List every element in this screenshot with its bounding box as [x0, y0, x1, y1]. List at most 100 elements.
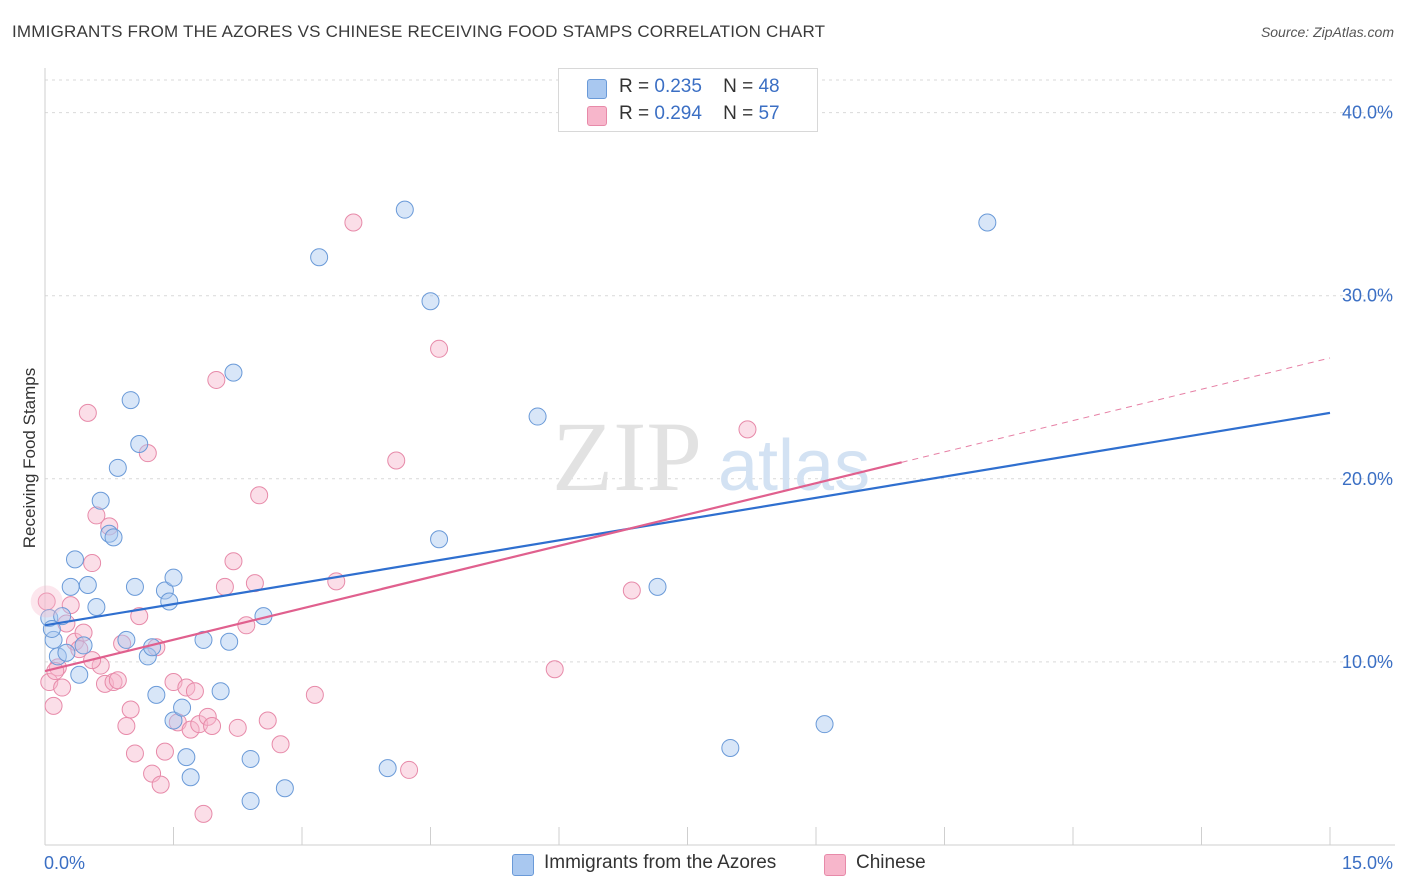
point-chinese — [100, 517, 119, 536]
point-chinese-large — [30, 585, 63, 618]
point-chinese — [622, 581, 641, 600]
trend-line-chinese-extension — [901, 357, 1331, 463]
point-chinese — [258, 711, 277, 730]
point-chinese — [74, 623, 93, 642]
point-chinese — [130, 607, 149, 626]
bottom-legend-swatch-chinese — [824, 854, 846, 876]
data-points — [30, 200, 997, 823]
x-tick-label: 0.0% — [44, 853, 85, 873]
legend-swatch-azores — [587, 79, 607, 99]
point-azores — [395, 200, 414, 219]
point-chinese — [121, 700, 140, 719]
point-chinese — [108, 671, 127, 690]
point-azores — [177, 748, 196, 767]
chart-title: IMMIGRANTS FROM THE AZORES VS CHINESE RE… — [12, 22, 826, 41]
watermark: ZIP atlas — [552, 401, 870, 512]
point-chinese — [545, 660, 564, 679]
point-azores — [310, 248, 329, 267]
legend: R = 0.235 N = 48 R = 0.294 N = 57 — [558, 68, 818, 132]
point-azores — [978, 213, 997, 232]
legend-n-value: 48 — [758, 76, 780, 97]
point-azores — [104, 528, 123, 547]
bottom-legend-label-azores: Immigrants from the Azores — [544, 852, 777, 873]
point-chinese — [83, 554, 102, 573]
point-azores — [173, 698, 192, 717]
point-chinese — [198, 707, 217, 726]
point-chinese — [224, 552, 243, 571]
point-chinese — [194, 804, 213, 823]
point-azores — [721, 738, 740, 757]
tick-labels: 10.0% 20.0% 30.0% 40.0% 0.0% 15.0% — [44, 103, 1393, 873]
trend-line-azores — [44, 411, 1331, 627]
point-chinese — [430, 339, 449, 358]
bottom-legend-label-chinese: Chinese — [856, 852, 926, 873]
point-azores — [211, 682, 230, 701]
point-chinese — [387, 451, 406, 470]
point-chinese — [271, 735, 290, 754]
point-chinese — [117, 716, 136, 735]
point-azores — [181, 768, 200, 787]
point-azores — [65, 550, 84, 569]
point-azores — [108, 458, 127, 477]
legend-n-label: N = — [723, 103, 754, 124]
point-azores — [138, 647, 157, 666]
point-azores — [160, 592, 179, 611]
point-chinese — [78, 403, 97, 422]
grid-lines — [45, 79, 1395, 663]
point-azores — [241, 749, 260, 768]
point-azores — [61, 577, 80, 596]
point-chinese — [305, 685, 324, 704]
point-chinese — [87, 506, 106, 525]
point-azores — [48, 647, 67, 666]
point-azores — [528, 407, 547, 426]
point-azores — [164, 568, 183, 587]
point-azores — [74, 636, 93, 655]
point-azores — [220, 632, 239, 651]
trend-lines — [44, 357, 1331, 673]
axes — [44, 68, 1395, 846]
point-chinese — [185, 682, 204, 701]
legend-r-value: 0.294 — [654, 103, 702, 124]
legend-r-label: R = — [619, 76, 650, 97]
point-azores — [130, 435, 149, 454]
watermark-atlas: atlas — [718, 426, 870, 506]
point-chinese — [400, 760, 419, 779]
y-tick-label: 30.0% — [1342, 286, 1393, 306]
point-chinese — [203, 716, 222, 735]
point-chinese — [344, 213, 363, 232]
point-chinese — [125, 744, 144, 763]
legend-n-value: 57 — [758, 103, 780, 124]
point-azores — [430, 530, 449, 549]
point-chinese — [738, 420, 757, 439]
point-azores — [648, 577, 667, 596]
point-chinese — [207, 370, 226, 389]
legend-n-label: N = — [723, 76, 754, 97]
point-azores — [421, 292, 440, 311]
x-tick-label: 15.0% — [1342, 853, 1393, 873]
point-azores — [53, 607, 72, 626]
y-tick-label: 20.0% — [1342, 469, 1393, 489]
point-chinese — [151, 775, 170, 794]
point-azores — [125, 577, 144, 596]
point-chinese — [215, 577, 234, 596]
bottom-legend-swatch-azores — [512, 854, 534, 876]
trend-line-chinese — [44, 461, 902, 673]
point-azores — [87, 597, 106, 616]
point-chinese — [177, 678, 196, 697]
point-azores — [155, 581, 174, 600]
point-chinese — [228, 718, 247, 737]
point-azores — [241, 792, 260, 811]
point-azores — [91, 491, 110, 510]
point-chinese — [155, 742, 174, 761]
point-azores — [378, 759, 397, 778]
point-azores — [117, 630, 136, 649]
point-azores — [164, 711, 183, 730]
point-chinese — [53, 678, 72, 697]
legend-r-value: 0.235 — [654, 76, 702, 97]
watermark-zip: ZIP — [552, 401, 702, 512]
point-azores — [78, 576, 97, 595]
point-azores — [57, 643, 76, 662]
y-axis-label: Receiving Food Stamps — [20, 368, 39, 548]
legend-r-label: R = — [619, 103, 650, 124]
